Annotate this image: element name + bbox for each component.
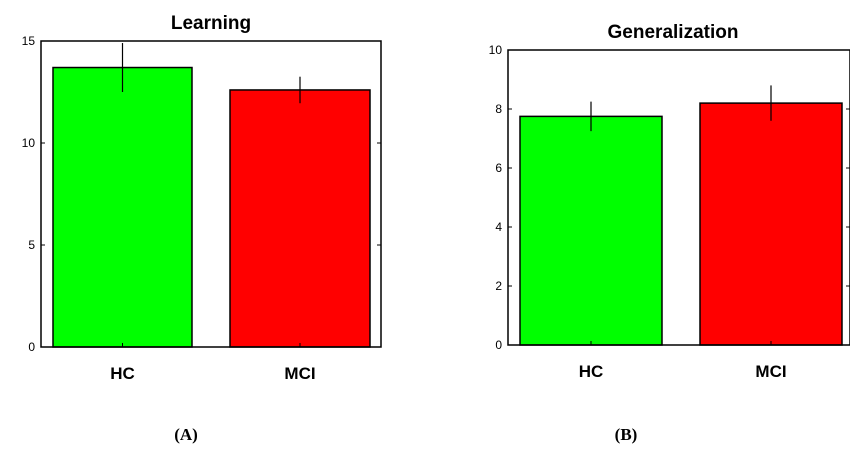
y-tick-label: 15	[22, 34, 36, 48]
chart-learning: 0 5 10 15 HC MCI Learning (A)	[22, 13, 382, 444]
x-tick-label-hc: HC	[579, 362, 604, 381]
y-tick-label: 10	[22, 136, 36, 150]
chart-title: Generalization	[608, 22, 739, 43]
bar-mci	[229, 89, 371, 348]
y-tick-label: 2	[495, 279, 502, 293]
x-tick-label-mci: MCI	[284, 364, 315, 383]
y-tick-label: 4	[495, 220, 502, 234]
x-tick-label-hc: HC	[110, 364, 135, 383]
chart-generalization: 0 2 4 6 8 10 HC MCI Generalization (B)	[489, 22, 850, 444]
y-tick-label: 10	[489, 43, 503, 57]
bar-hc	[519, 115, 663, 346]
panel-label: (B)	[615, 425, 638, 444]
y-tick-label: 8	[495, 102, 502, 116]
y-tick-label: 0	[28, 340, 35, 354]
y-tick-label: 6	[495, 161, 502, 175]
y-tick-label: 5	[28, 238, 35, 252]
chart-title: Learning	[171, 13, 251, 34]
axes-frame	[40, 40, 382, 348]
axes-frame	[507, 49, 850, 346]
bar-mci	[699, 102, 843, 346]
x-tick-label-mci: MCI	[755, 362, 786, 381]
bar-hc	[52, 66, 193, 348]
y-tick-label: 0	[495, 338, 502, 352]
panel-label: (A)	[174, 425, 198, 444]
